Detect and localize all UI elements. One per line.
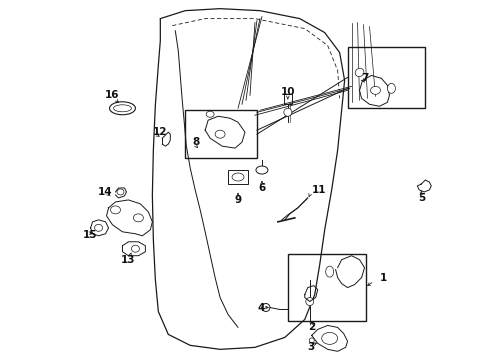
Ellipse shape <box>110 102 135 115</box>
Text: 13: 13 <box>121 255 136 265</box>
Ellipse shape <box>306 298 314 306</box>
Ellipse shape <box>232 173 244 181</box>
Text: 14: 14 <box>98 187 113 197</box>
Text: 2: 2 <box>308 323 316 332</box>
Text: 8: 8 <box>192 137 199 147</box>
Ellipse shape <box>131 245 140 252</box>
Ellipse shape <box>388 84 395 93</box>
Text: 5: 5 <box>417 193 425 203</box>
Ellipse shape <box>309 338 314 343</box>
Ellipse shape <box>206 111 214 117</box>
Text: 15: 15 <box>83 230 97 240</box>
Text: 6: 6 <box>258 183 266 193</box>
Ellipse shape <box>322 332 338 345</box>
Ellipse shape <box>370 86 380 94</box>
Text: 9: 9 <box>234 195 242 205</box>
Ellipse shape <box>355 68 364 77</box>
Ellipse shape <box>111 206 121 214</box>
Ellipse shape <box>114 105 131 112</box>
Ellipse shape <box>284 108 292 116</box>
Ellipse shape <box>117 189 124 195</box>
Bar <box>185 110 257 158</box>
Bar <box>284 94 292 104</box>
Ellipse shape <box>95 224 102 231</box>
Text: 7: 7 <box>362 73 369 84</box>
Text: 12: 12 <box>152 127 167 137</box>
Text: 10: 10 <box>281 87 295 97</box>
Bar <box>288 254 366 321</box>
Text: 1: 1 <box>379 273 387 283</box>
Ellipse shape <box>215 130 225 138</box>
Ellipse shape <box>256 166 268 174</box>
Text: 3: 3 <box>308 342 315 352</box>
Bar <box>347 46 425 108</box>
Ellipse shape <box>326 266 334 277</box>
Ellipse shape <box>262 303 270 311</box>
Text: 11: 11 <box>312 185 326 195</box>
Text: 16: 16 <box>105 90 120 100</box>
Text: 4: 4 <box>258 302 265 312</box>
Ellipse shape <box>133 214 144 222</box>
Bar <box>228 170 248 184</box>
